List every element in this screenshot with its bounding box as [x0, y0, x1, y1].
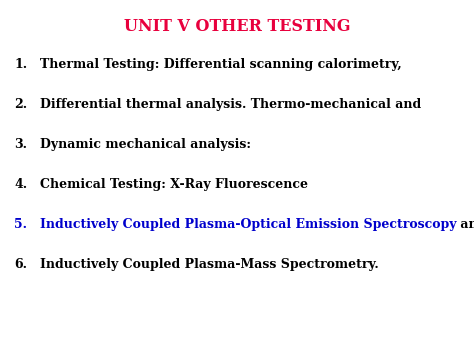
Text: 4.: 4. — [14, 178, 27, 191]
Text: 2.: 2. — [14, 98, 27, 111]
Text: 6.: 6. — [14, 258, 27, 271]
Text: Chemical Testing: X-Ray Fluorescence: Chemical Testing: X-Ray Fluorescence — [40, 178, 308, 191]
Text: 1.: 1. — [14, 58, 27, 71]
Text: and: and — [456, 218, 474, 231]
Text: 3.: 3. — [14, 138, 27, 151]
Text: UNIT V OTHER TESTING: UNIT V OTHER TESTING — [124, 18, 350, 35]
Text: Inductively Coupled Plasma-Optical Emission Spectroscopy: Inductively Coupled Plasma-Optical Emiss… — [40, 218, 456, 231]
Text: Differential thermal analysis. Thermo-mechanical and: Differential thermal analysis. Thermo-me… — [40, 98, 421, 111]
Text: Thermal Testing: Differential scanning calorimetry,: Thermal Testing: Differential scanning c… — [40, 58, 402, 71]
Text: 5.: 5. — [14, 218, 27, 231]
Text: Inductively Coupled Plasma-Mass Spectrometry.: Inductively Coupled Plasma-Mass Spectrom… — [40, 258, 379, 271]
Text: Dynamic mechanical analysis:: Dynamic mechanical analysis: — [40, 138, 251, 151]
